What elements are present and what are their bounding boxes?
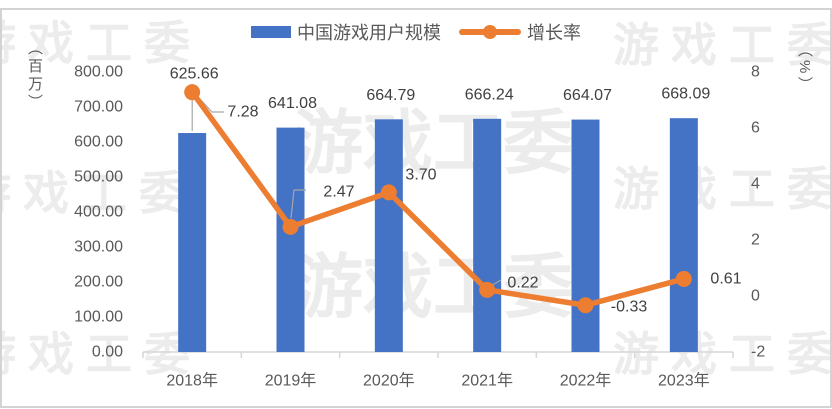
left-axis-tick-label: 700.00 [74, 99, 123, 116]
watermark-text: 游戏工委 [293, 248, 573, 326]
line-value-label: 0.61 [710, 271, 741, 288]
line-point-2023年 [675, 270, 692, 287]
watermark-text: 游戏工委 [0, 17, 202, 69]
left-axis-tick-label: 500.00 [74, 169, 123, 186]
line-point-2018年 [184, 84, 201, 101]
watermark-text: 游戏工委 [613, 328, 832, 380]
bar-2020年 [374, 119, 403, 352]
x-axis-category-label: 2023年 [658, 372, 710, 390]
bar-value-label: 666.24 [465, 86, 514, 103]
line-swatch-icon [459, 25, 521, 39]
bar-2019年 [276, 127, 305, 352]
right-axis-tick-label: 8 [751, 64, 760, 81]
label-leader-line [290, 189, 306, 219]
growth-rate-line [189, 89, 687, 308]
bar-swatch-icon [251, 26, 291, 38]
label-leader-line [198, 97, 224, 113]
left-axis-tick-label: 600.00 [74, 134, 123, 151]
bar-2022年 [571, 119, 600, 352]
watermark-text: 游戏工委 [613, 19, 832, 71]
line-value-label: 2.47 [323, 184, 354, 201]
line-dot-icon [483, 25, 497, 39]
line-value-label: -0.33 [611, 299, 648, 316]
x-axis-category-label: 2022年 [560, 372, 612, 390]
x-axis-category-label: 2021年 [461, 372, 513, 390]
right-axis-tick-label: 2 [751, 232, 760, 249]
right-axis-tick-label: 4 [751, 176, 760, 193]
bar-2021年 [473, 118, 502, 352]
x-axis-category-label: 2018年 [166, 372, 218, 390]
legend-label-users: 中国游戏用户规模 [297, 23, 441, 43]
line-point-2021年 [479, 281, 496, 298]
bar-value-label: 664.07 [563, 87, 612, 104]
left-axis-tick-label: 800.00 [74, 64, 123, 81]
left-axis-tick-label: 400.00 [74, 204, 123, 221]
line-point-2019年 [282, 218, 299, 235]
bar-value-label: 668.09 [661, 86, 710, 103]
legend-label-growth: 增长率 [527, 23, 581, 43]
x-axis-category-label: 2020年 [363, 372, 415, 390]
left-axis-tick-label: 300.00 [74, 239, 123, 256]
bar-2018年 [178, 133, 207, 352]
bar-value-label: 664.79 [366, 87, 415, 104]
bar-value-label: 625.66 [170, 66, 219, 83]
line-value-label: 7.28 [227, 104, 258, 121]
left-axis-tick-label: 100.00 [74, 309, 123, 326]
watermark-text: 游戏工委 [293, 104, 573, 182]
right-axis-tick-label: 6 [751, 120, 760, 137]
line-value-label: 0.22 [507, 275, 538, 292]
left-axis-tick-label: 200.00 [74, 274, 123, 291]
legend-item-users[interactable]: 中国游戏用户规模 [251, 19, 441, 45]
legend-item-growth[interactable]: 增长率 [459, 19, 581, 45]
legend: 中国游戏用户规模 增长率 [0, 16, 832, 48]
left-axis-title: （百万） [26, 40, 43, 112]
bar-2023年 [669, 118, 698, 352]
bar-value-label: 641.08 [268, 95, 317, 112]
right-axis-tick-label: 0 [751, 288, 760, 305]
watermark-text: 游戏工委 [613, 163, 832, 215]
right-axis-tick-label: -2 [751, 344, 765, 361]
right-axis-title: （%） [796, 42, 813, 95]
line-value-label: 3.70 [405, 167, 436, 184]
line-point-2022年 [577, 297, 594, 314]
watermark-text: 游戏工委 [0, 167, 197, 219]
left-axis-tick-label: 0.00 [92, 344, 123, 361]
watermark-text: 游戏工委 [0, 328, 202, 380]
x-axis-category-label: 2019年 [265, 372, 317, 390]
line-point-2020年 [380, 184, 397, 201]
